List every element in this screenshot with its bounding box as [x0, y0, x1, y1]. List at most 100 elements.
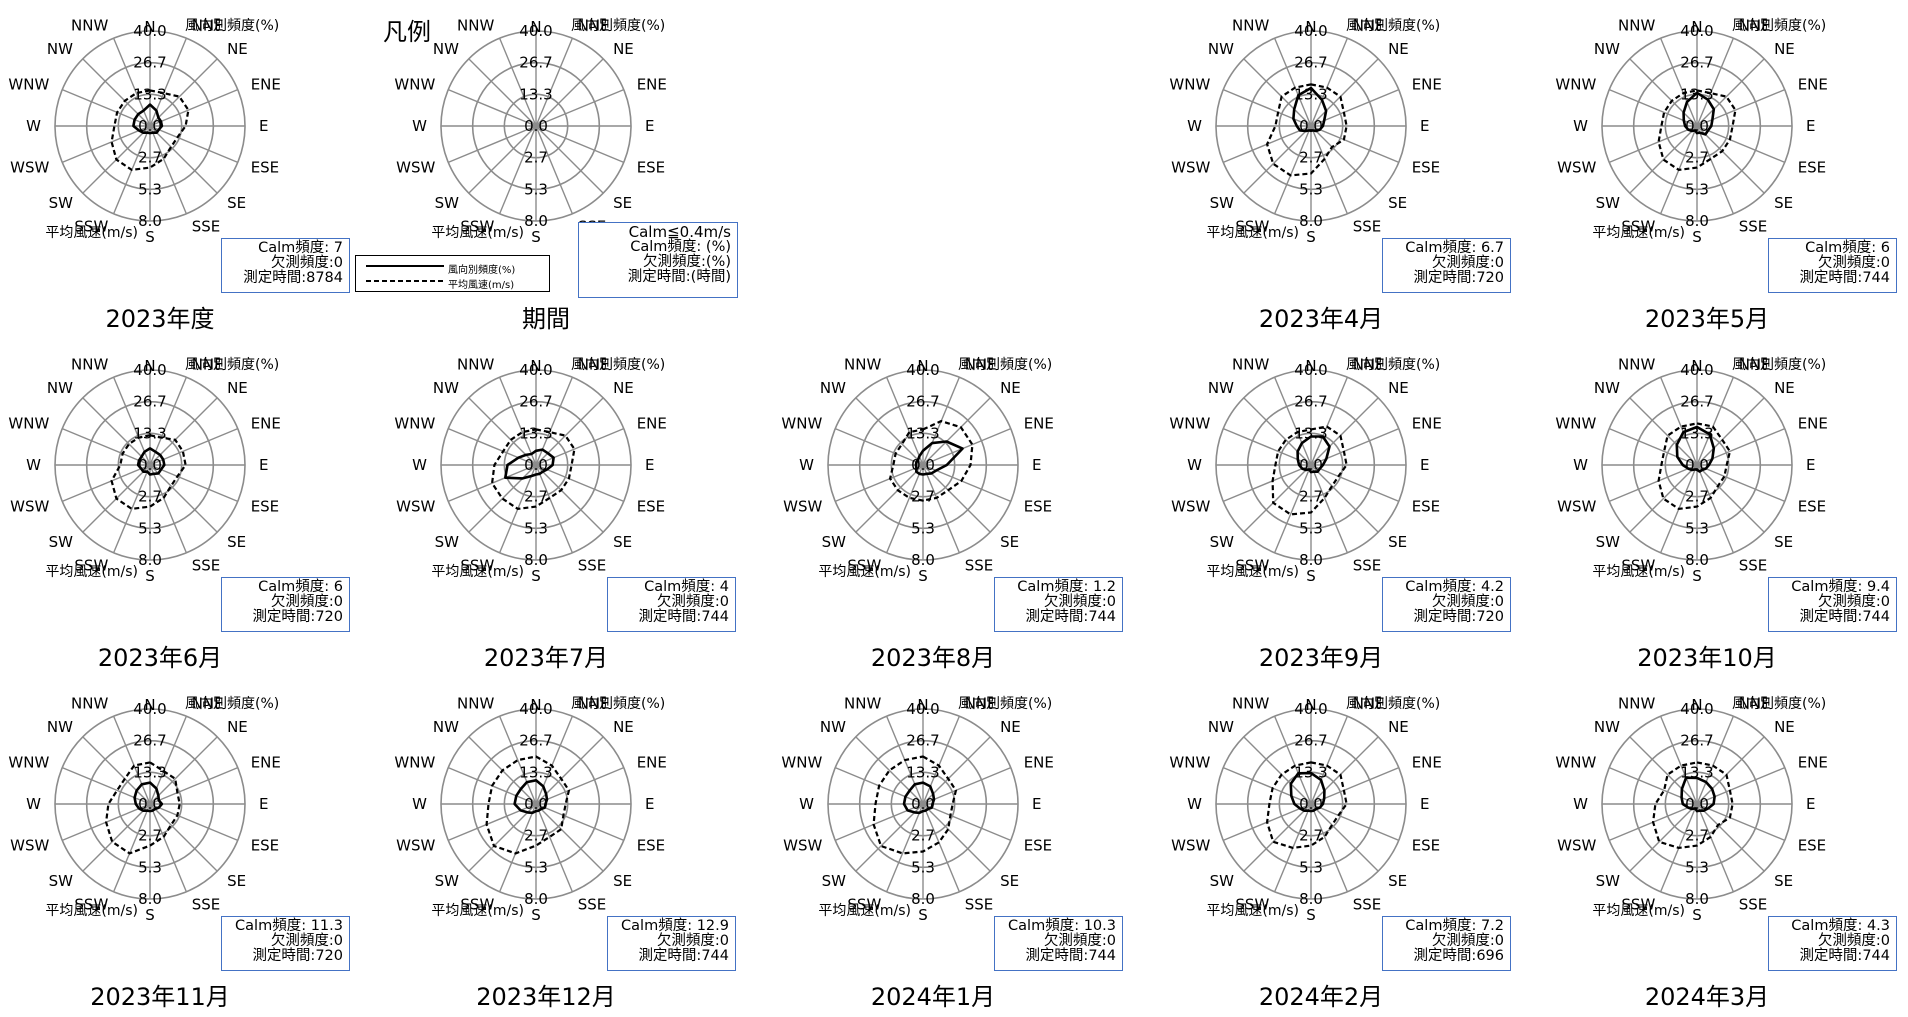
- grid-spoke: [1310, 58, 1379, 127]
- freq-tick-label: 40.0: [1680, 22, 1713, 40]
- direction-label-ssw: SSW: [460, 557, 494, 575]
- direction-label-ne: NE: [1388, 379, 1409, 397]
- grid-spoke: [61, 125, 151, 164]
- info-line: Calm頻度: 7.2: [1405, 918, 1504, 934]
- panel-title: 2024年1月: [870, 983, 996, 1011]
- direction-label-nnw: NNW: [1618, 355, 1655, 373]
- direction-label-e: E: [1420, 456, 1429, 474]
- direction-label-ne: NE: [1774, 718, 1795, 736]
- grid-spoke: [1696, 803, 1786, 842]
- speed-axis-label: 平均風速(m/s): [1592, 903, 1685, 919]
- grid-spoke: [1608, 88, 1698, 127]
- series-frequency: [902, 781, 936, 815]
- direction-label-nnw: NNW: [844, 355, 881, 373]
- grid-spoke: [149, 58, 218, 127]
- grid-spoke: [922, 427, 1012, 466]
- speed-tick-label: 5.3: [1299, 180, 1323, 198]
- direction-label-wsw: WSW: [10, 159, 49, 177]
- grid-spoke: [1310, 125, 1379, 194]
- direction-label-sse: SSE: [192, 218, 221, 236]
- grid-spoke: [1696, 736, 1765, 805]
- direction-label-ene: ENE: [251, 75, 281, 93]
- direction-label-ese: ESE: [1024, 837, 1052, 855]
- direction-label-ene: ENE: [251, 414, 281, 432]
- legend-title: 凡例: [383, 18, 431, 46]
- direction-label-wsw: WSW: [10, 498, 49, 516]
- direction-label-ene: ENE: [1024, 753, 1054, 771]
- direction-label-e: E: [1032, 795, 1041, 813]
- direction-label-ne: NE: [613, 379, 634, 397]
- direction-label-ese: ESE: [1412, 159, 1440, 177]
- series-speed: [1651, 761, 1734, 850]
- freq-tick-label: 40.0: [133, 361, 166, 379]
- grid-spoke: [1273, 715, 1312, 805]
- direction-label-sse: SSE: [1739, 557, 1768, 575]
- series-frequency: [513, 779, 549, 815]
- wind-rose-panel-legend: NNNENEENEEESESESSESSSWSWWSWWWNWNWNNW0.01…: [355, 0, 772, 339]
- legend-entry-dashed: 平均風速(m/s): [356, 275, 549, 291]
- speed-tick-label: 2.7: [911, 827, 935, 845]
- direction-label-w: W: [412, 117, 427, 135]
- freq-tick-label: 40.0: [519, 700, 552, 718]
- grid-spoke: [1659, 376, 1698, 466]
- direction-label-sse: SSE: [192, 896, 221, 914]
- direction-label-ese: ESE: [1024, 498, 1052, 516]
- info-line: 測定時間:744: [638, 948, 729, 964]
- direction-label-s: S: [1692, 228, 1702, 246]
- speed-tick-label: 8.0: [1685, 890, 1709, 908]
- direction-label-ssw: SSW: [847, 557, 881, 575]
- grid-spoke: [1310, 125, 1400, 164]
- info-line: Calm≦0.4m/s: [628, 223, 731, 241]
- direction-label-ene: ENE: [1412, 75, 1442, 93]
- freq-tick-label: 40.0: [519, 22, 552, 40]
- panel-title: 2023年度: [105, 305, 215, 333]
- grid-spoke: [1310, 464, 1349, 554]
- grid-spoke: [885, 803, 924, 893]
- grid-spoke: [1310, 464, 1379, 533]
- direction-label-nne: NNE: [192, 16, 224, 34]
- direction-label-w: W: [1187, 795, 1202, 813]
- direction-label-w: W: [26, 456, 41, 474]
- speed-tick-label: 8.0: [524, 890, 548, 908]
- legend-line-dashed: [366, 280, 444, 282]
- freq-tick-label: 40.0: [906, 700, 939, 718]
- series-frequency: [504, 448, 555, 480]
- speed-tick-label: 5.3: [1299, 858, 1323, 876]
- direction-label-wsw: WSW: [1557, 498, 1596, 516]
- grid-spoke: [1696, 397, 1765, 466]
- panel-title: 2023年6月: [97, 644, 223, 672]
- direction-label-s: S: [145, 906, 155, 924]
- direction-label-wnw: WNW: [394, 75, 435, 93]
- panel-title: 期間: [522, 305, 570, 333]
- wind-rose-panel-p2023_11: N NNE NE ENE E ESE SE SSE S SSW SW WSW W WNW NW NNW 0.0 1…: [0, 678, 386, 1017]
- direction-label-ne: NE: [1388, 40, 1409, 58]
- series-frequency: [1675, 425, 1716, 473]
- wind-rose-panel-p2023_12: N NNE NE ENE E ESE SE SSE S SSW SW WSW W WNW NW NNW 0.0 1…: [386, 678, 772, 1017]
- direction-label-nne: NNE: [1739, 16, 1771, 34]
- panel-title: 2023年8月: [870, 644, 996, 672]
- direction-label-sw: SW: [1210, 533, 1235, 551]
- freq-tick-label: 26.7: [519, 54, 552, 72]
- freq-tick-label: 0.0: [524, 456, 548, 474]
- direction-label-w: W: [799, 456, 814, 474]
- grid-spoke: [922, 766, 1012, 805]
- direction-label-nnw: NNW: [844, 694, 881, 712]
- info-line: 欠測頻度:0: [270, 255, 343, 271]
- series-speed: [1265, 761, 1348, 850]
- wind-rose-panel-p2023_06: N NNE NE ENE E ESE SE SSE S SSW SW WSW W WNW NW NNW 0.0 1…: [0, 339, 386, 678]
- info-line: 欠測頻度:0: [656, 594, 729, 610]
- freq-tick-label: 40.0: [519, 361, 552, 379]
- direction-label-sw: SW: [49, 533, 74, 551]
- direction-label-ese: ESE: [1412, 498, 1440, 516]
- grid-spoke: [535, 464, 604, 533]
- direction-label-ene: ENE: [1798, 414, 1828, 432]
- info-line: 測定時間:696: [1413, 948, 1504, 964]
- freq-axis-label: 風向別頻度(%): [185, 357, 279, 373]
- direction-label-wsw: WSW: [396, 159, 435, 177]
- freq-axis-label: 風向別頻度(%): [185, 18, 279, 34]
- info-line: 欠測頻度:0: [270, 594, 343, 610]
- wind-rose-panel-p2024_02: N NNE NE ENE E ESE SE SSE S SSW SW WSW W WNW NW NNW 0.0 1…: [1161, 678, 1547, 1017]
